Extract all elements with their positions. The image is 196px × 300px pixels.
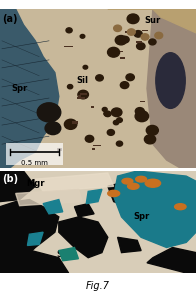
Polygon shape [43, 200, 63, 214]
Text: Sur: Sur [57, 250, 73, 259]
Polygon shape [147, 9, 196, 168]
Circle shape [104, 111, 110, 116]
Circle shape [65, 121, 73, 127]
Circle shape [135, 108, 144, 115]
Circle shape [135, 111, 149, 122]
Text: Sil: Sil [76, 76, 88, 85]
Circle shape [155, 32, 163, 39]
Circle shape [127, 29, 135, 35]
Circle shape [104, 111, 111, 117]
Polygon shape [59, 217, 108, 258]
Bar [57, 148, 63, 151]
Text: (b): (b) [2, 174, 18, 184]
Circle shape [115, 35, 127, 45]
Polygon shape [27, 232, 43, 245]
Circle shape [146, 125, 158, 135]
Circle shape [45, 122, 61, 135]
Bar [141, 100, 145, 102]
Bar [125, 31, 131, 32]
Polygon shape [147, 248, 196, 273]
Polygon shape [59, 248, 78, 261]
Bar [77, 97, 85, 99]
Polygon shape [0, 9, 59, 168]
Bar [72, 121, 78, 124]
Circle shape [96, 75, 103, 81]
Circle shape [107, 130, 114, 135]
Circle shape [121, 36, 129, 43]
Circle shape [128, 183, 139, 189]
Polygon shape [114, 171, 196, 247]
Circle shape [116, 141, 122, 146]
Polygon shape [118, 237, 141, 253]
Polygon shape [74, 204, 94, 217]
Bar [136, 41, 142, 43]
Circle shape [66, 28, 72, 33]
Text: Spr: Spr [12, 84, 28, 93]
Circle shape [134, 31, 142, 37]
Circle shape [175, 204, 186, 210]
Circle shape [120, 82, 129, 88]
Bar [120, 50, 122, 52]
Circle shape [126, 74, 134, 81]
Polygon shape [108, 181, 137, 207]
Ellipse shape [156, 53, 185, 108]
Text: Mgr: Mgr [26, 179, 44, 188]
Circle shape [127, 14, 139, 24]
Text: (a): (a) [2, 14, 17, 24]
Text: Sur: Sur [145, 16, 161, 25]
Circle shape [108, 190, 120, 196]
Bar [93, 145, 102, 146]
Circle shape [149, 39, 156, 45]
Circle shape [67, 85, 73, 89]
Bar [6, 142, 63, 165]
Bar [142, 29, 148, 31]
Circle shape [144, 135, 156, 144]
Circle shape [37, 103, 61, 122]
Polygon shape [0, 171, 35, 202]
Circle shape [137, 43, 145, 50]
Circle shape [85, 135, 94, 142]
Polygon shape [86, 189, 102, 204]
Bar [91, 106, 94, 108]
Polygon shape [108, 9, 196, 33]
Text: 0.5 mm: 0.5 mm [21, 160, 48, 166]
Circle shape [108, 47, 120, 57]
Polygon shape [0, 242, 69, 273]
Text: Grt: Grt [165, 76, 180, 85]
Polygon shape [16, 189, 82, 206]
Polygon shape [0, 200, 59, 273]
Bar [92, 148, 94, 149]
Bar [64, 46, 73, 47]
Circle shape [122, 178, 133, 184]
Circle shape [141, 34, 149, 40]
Text: Spr: Spr [133, 212, 149, 221]
Circle shape [80, 34, 85, 38]
Circle shape [64, 119, 77, 129]
Circle shape [111, 108, 122, 117]
Circle shape [145, 179, 161, 187]
Circle shape [78, 90, 88, 99]
Bar [120, 57, 125, 59]
Polygon shape [35, 173, 114, 191]
Circle shape [117, 118, 122, 122]
Circle shape [114, 25, 122, 32]
Circle shape [113, 120, 119, 125]
Text: Fig.7: Fig.7 [86, 281, 110, 291]
Circle shape [102, 107, 107, 111]
Bar [81, 93, 87, 95]
Circle shape [83, 65, 88, 69]
Circle shape [136, 176, 147, 182]
Bar [78, 94, 81, 97]
